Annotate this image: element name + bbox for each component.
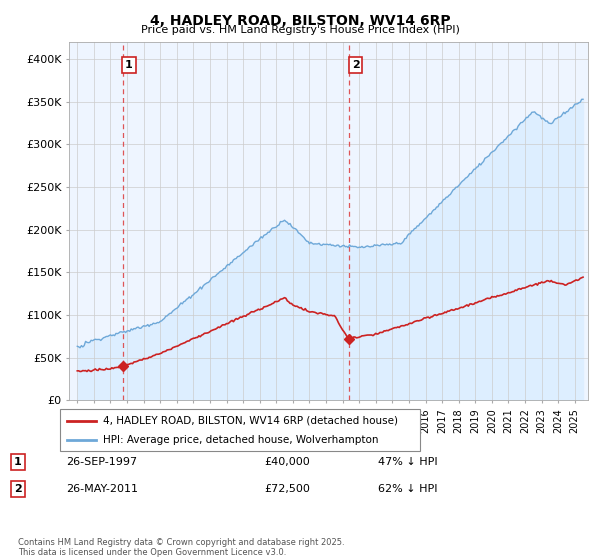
Text: £40,000: £40,000 [264, 457, 310, 467]
Text: 26-SEP-1997: 26-SEP-1997 [66, 457, 137, 467]
Text: HPI: Average price, detached house, Wolverhampton: HPI: Average price, detached house, Wolv… [103, 435, 379, 445]
Text: 2: 2 [14, 484, 22, 494]
Text: Contains HM Land Registry data © Crown copyright and database right 2025.
This d: Contains HM Land Registry data © Crown c… [18, 538, 344, 557]
Text: 47% ↓ HPI: 47% ↓ HPI [378, 457, 437, 467]
Text: £72,500: £72,500 [264, 484, 310, 494]
Text: 1: 1 [125, 60, 133, 70]
Text: 2: 2 [352, 60, 359, 70]
Text: Price paid vs. HM Land Registry's House Price Index (HPI): Price paid vs. HM Land Registry's House … [140, 25, 460, 35]
Text: 4, HADLEY ROAD, BILSTON, WV14 6RP: 4, HADLEY ROAD, BILSTON, WV14 6RP [149, 14, 451, 28]
Text: 62% ↓ HPI: 62% ↓ HPI [378, 484, 437, 494]
FancyBboxPatch shape [60, 409, 420, 451]
Text: 26-MAY-2011: 26-MAY-2011 [66, 484, 138, 494]
Text: 1: 1 [14, 457, 22, 467]
Text: 4, HADLEY ROAD, BILSTON, WV14 6RP (detached house): 4, HADLEY ROAD, BILSTON, WV14 6RP (detac… [103, 416, 398, 426]
